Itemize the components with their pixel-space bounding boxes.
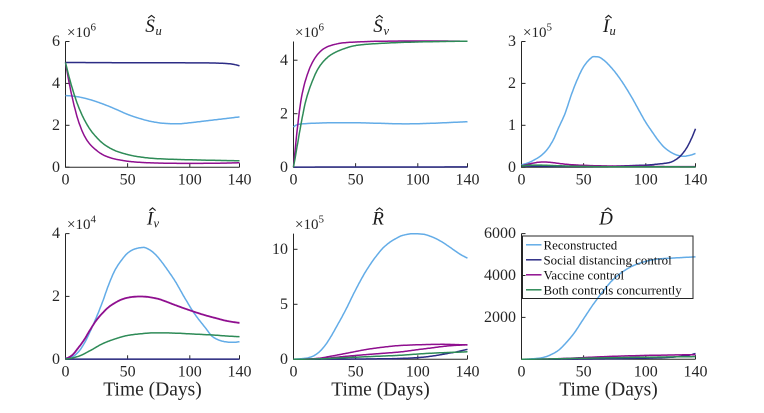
- svg-text:140: 140: [456, 364, 480, 381]
- svg-text:50: 50: [576, 364, 592, 381]
- svg-text:140: 140: [456, 172, 480, 189]
- svg-text:0: 0: [62, 172, 70, 189]
- svg-text:6000: 6000: [484, 225, 516, 242]
- svg-text:50: 50: [120, 364, 136, 381]
- svg-text:50: 50: [576, 172, 592, 189]
- svg-text:Time (Days): Time (Days): [559, 380, 657, 401]
- svg-text:2: 2: [508, 75, 516, 92]
- svg-text:Time (Days): Time (Days): [103, 380, 201, 401]
- svg-text:140: 140: [228, 364, 252, 381]
- svg-text:10: 10: [272, 241, 288, 258]
- svg-text:100: 100: [406, 364, 430, 381]
- svg-text:I: I: [602, 16, 611, 37]
- svg-text:2000: 2000: [484, 309, 516, 326]
- svg-text:Social distancing control: Social distancing control: [544, 254, 673, 268]
- svg-text:0: 0: [52, 351, 60, 368]
- svg-text:0: 0: [518, 172, 526, 189]
- svg-text:50: 50: [348, 364, 364, 381]
- svg-text:D: D: [598, 209, 613, 230]
- svg-text:0: 0: [280, 351, 288, 368]
- svg-text:×106: ×106: [67, 22, 96, 42]
- svg-text:0: 0: [52, 159, 60, 176]
- svg-text:v: v: [154, 217, 160, 231]
- svg-text:u: u: [610, 24, 616, 38]
- svg-text:100: 100: [406, 172, 430, 189]
- svg-text:2: 2: [52, 117, 60, 134]
- svg-text:×104: ×104: [67, 214, 96, 234]
- svg-text:0: 0: [290, 364, 298, 381]
- svg-text:S: S: [373, 16, 383, 37]
- svg-text:Reconstructed: Reconstructed: [544, 239, 618, 253]
- svg-text:Time (Days): Time (Days): [331, 380, 429, 401]
- svg-text:50: 50: [348, 172, 364, 189]
- svg-text:I: I: [146, 209, 155, 230]
- svg-text:4: 4: [52, 225, 60, 242]
- svg-text:5: 5: [280, 296, 288, 313]
- svg-text:R: R: [371, 209, 384, 230]
- svg-text:Both controls concurrently: Both controls concurrently: [544, 284, 683, 298]
- svg-text:100: 100: [634, 364, 658, 381]
- svg-text:3: 3: [508, 33, 516, 50]
- svg-text:4: 4: [280, 52, 288, 69]
- svg-text:0: 0: [508, 159, 516, 176]
- svg-text:0: 0: [62, 364, 70, 381]
- svg-text:×105: ×105: [523, 22, 552, 42]
- svg-text:×106: ×106: [295, 22, 324, 42]
- svg-text:1: 1: [508, 117, 516, 134]
- svg-text:2: 2: [52, 288, 60, 305]
- svg-text:6: 6: [52, 33, 60, 50]
- svg-text:140: 140: [684, 172, 708, 189]
- svg-text:S: S: [145, 16, 155, 37]
- svg-text:u: u: [156, 24, 162, 38]
- svg-text:140: 140: [684, 364, 708, 381]
- svg-text:100: 100: [178, 172, 202, 189]
- svg-text:2: 2: [280, 105, 288, 122]
- svg-text:×105: ×105: [295, 214, 324, 234]
- svg-text:50: 50: [120, 172, 136, 189]
- svg-text:0: 0: [290, 172, 298, 189]
- svg-text:4000: 4000: [484, 267, 516, 284]
- svg-text:0: 0: [280, 159, 288, 176]
- svg-text:100: 100: [178, 364, 202, 381]
- svg-text:4: 4: [52, 75, 60, 92]
- svg-text:Vaccine control: Vaccine control: [544, 269, 625, 283]
- svg-text:140: 140: [228, 172, 252, 189]
- svg-text:100: 100: [634, 172, 658, 189]
- svg-text:0: 0: [518, 364, 526, 381]
- svg-text:v: v: [384, 24, 390, 38]
